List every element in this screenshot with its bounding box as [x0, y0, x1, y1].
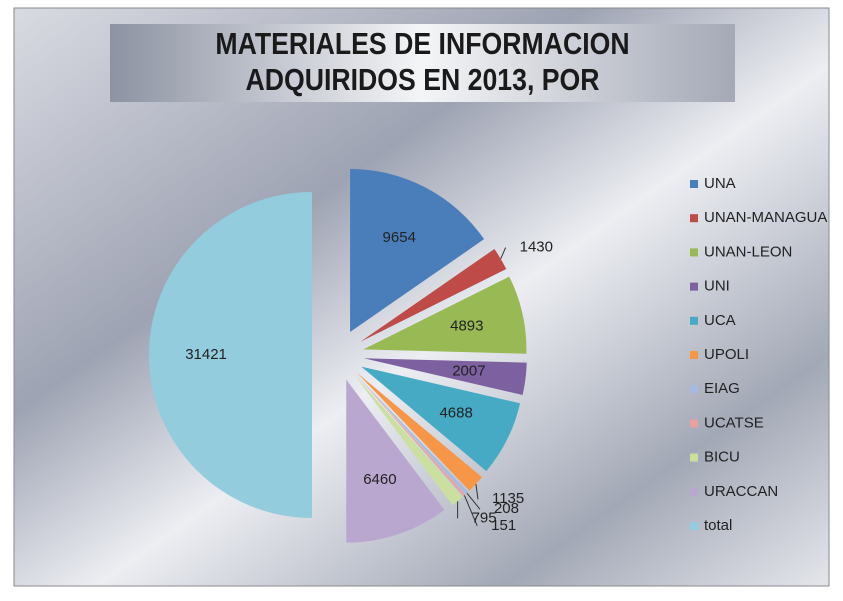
legend-swatch [690, 283, 698, 291]
legend-label: UCA [704, 312, 736, 329]
legend-swatch [690, 488, 698, 496]
legend-swatch [690, 454, 698, 462]
legend-swatch [690, 180, 698, 188]
data-label: 2007 [452, 363, 485, 380]
legend-label: URACCAN [704, 483, 778, 500]
legend-label: EIAG [704, 380, 740, 397]
title-wrap: MATERIALES DE INFORMACION ADQUIRIDOS EN … [110, 26, 735, 104]
data-label: 4688 [439, 405, 472, 422]
legend-label: UNAN-MANAGUA [704, 209, 827, 226]
data-label: 208 [494, 500, 519, 517]
legend-label: UPOLI [704, 346, 749, 363]
data-label: 1430 [520, 239, 553, 256]
data-label: 9654 [383, 229, 416, 246]
legend-swatch [690, 419, 698, 427]
legend-label: total [704, 517, 732, 534]
legend-swatch [690, 248, 698, 256]
legend-swatch [690, 522, 698, 530]
legend-label: UCATSE [704, 414, 764, 431]
chart-title: MATERIALES DE INFORMACION ADQUIRIDOS EN … [154, 26, 692, 104]
legend-label: UNA [704, 175, 736, 192]
legend-swatch [690, 351, 698, 359]
legend-swatch [690, 385, 698, 393]
legend-label: BICU [704, 449, 740, 466]
legend-label: UNI [704, 278, 730, 295]
legend-swatch [690, 214, 698, 222]
data-label: 31421 [185, 346, 227, 363]
data-label: 6460 [363, 471, 396, 488]
data-label: 4893 [450, 317, 483, 334]
legend-label: UNAN-LEON [704, 243, 792, 260]
data-label: 795 [472, 509, 497, 526]
legend-swatch [690, 317, 698, 325]
